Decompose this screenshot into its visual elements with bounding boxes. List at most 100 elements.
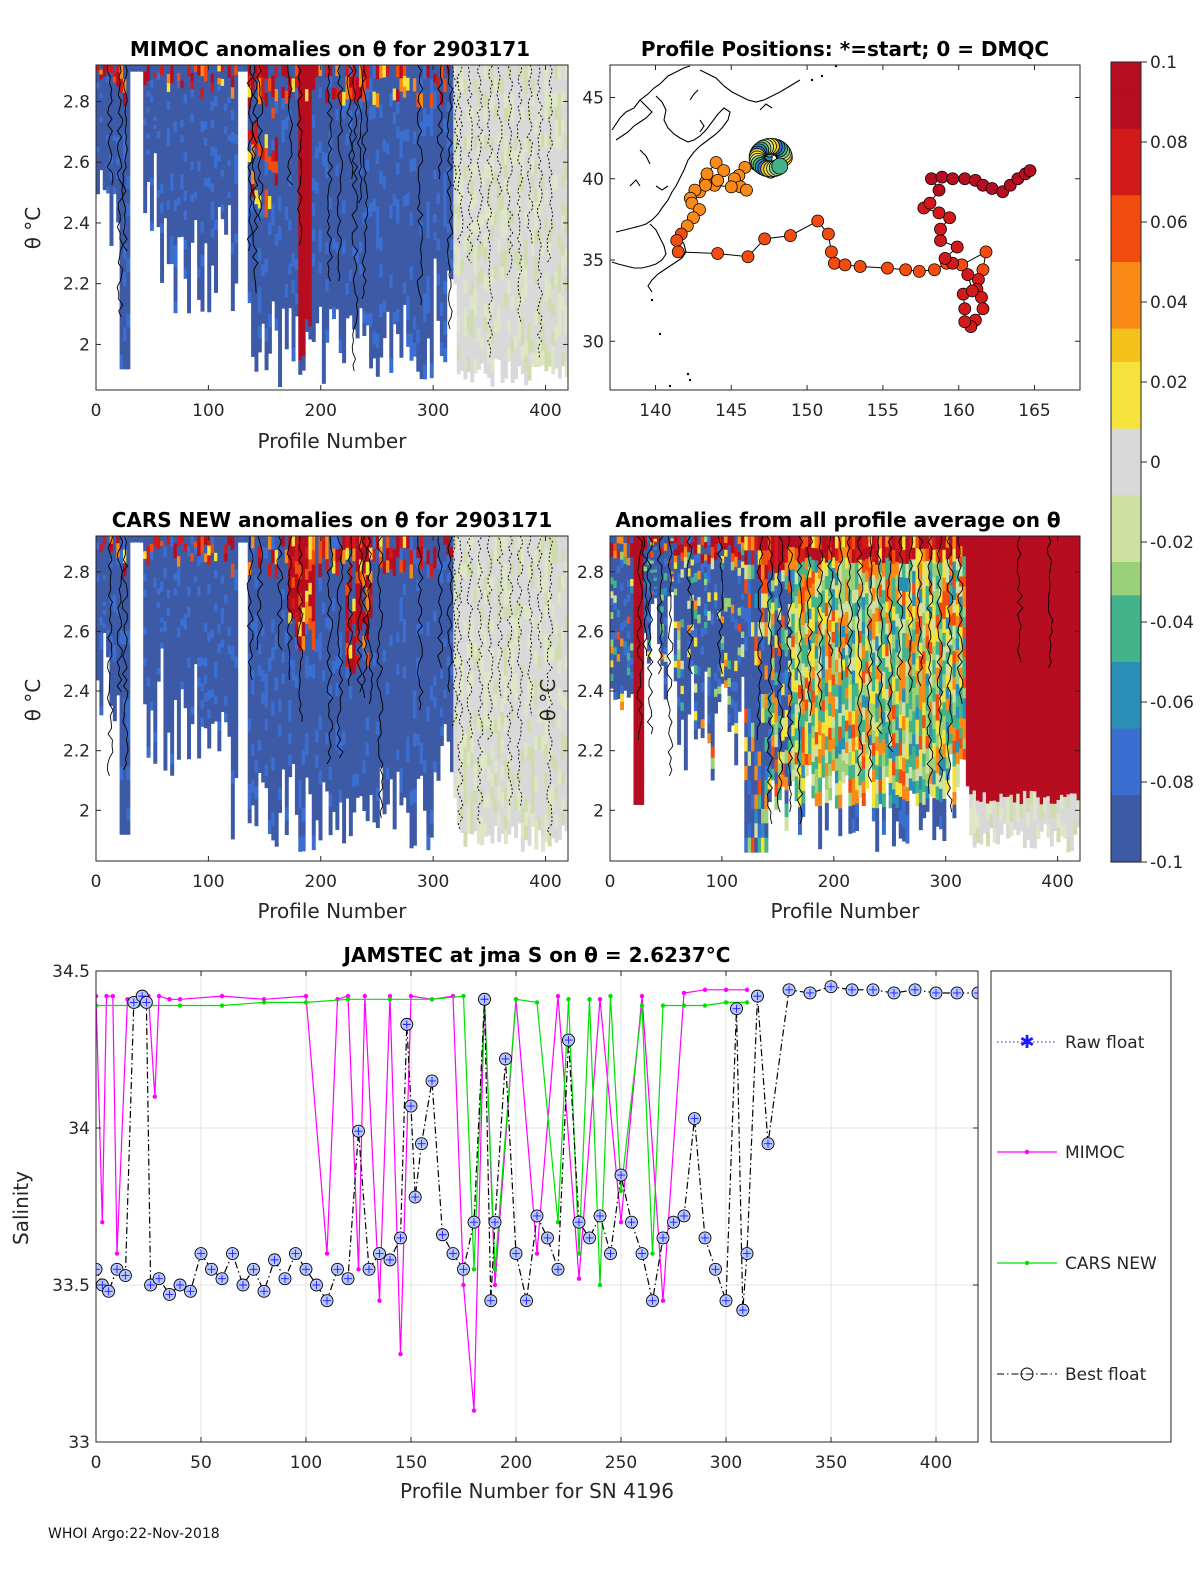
heatmap-cell: [493, 65, 498, 79]
heatmap-cell: [561, 174, 566, 189]
heatmap-cell: [156, 549, 161, 557]
heatmap-cell: [321, 536, 326, 548]
heatmap-cell: [305, 282, 309, 296]
heatmap-cell: [281, 684, 286, 696]
heatmap-cell: [517, 174, 522, 189]
heatmap-cell: [230, 98, 235, 111]
heatmap-cell: [450, 268, 454, 280]
heatmap-cell: [203, 121, 208, 131]
heatmap-cell: [156, 628, 161, 636]
heatmap-cell: [507, 199, 512, 214]
heatmap-cell: [143, 558, 148, 568]
heatmap-cell: [156, 634, 161, 643]
heatmap-cell: [294, 700, 299, 714]
heatmap-cell: [153, 732, 158, 744]
heatmap-cell: [463, 65, 468, 80]
heatmap-cell: [261, 536, 266, 548]
heatmap-cell: [332, 180, 336, 193]
heatmap-cell: [214, 116, 218, 128]
heatmap-cell: [423, 321, 427, 337]
heatmap-cell: [271, 204, 276, 216]
heatmap-cell: [507, 293, 512, 308]
heatmap-cell: [412, 303, 417, 318]
heatmap-cell: [551, 345, 556, 360]
heatmap-cell: [321, 151, 326, 167]
heatmap-cell: [369, 92, 374, 107]
heatmap-cell: [308, 629, 313, 643]
heatmap-cell: [197, 566, 202, 577]
heatmap-cell: [264, 593, 269, 606]
heatmap-cell: [507, 186, 512, 201]
heatmap-cell: [311, 621, 316, 637]
heatmap-cell: [149, 192, 154, 201]
heatmap-cell: [345, 202, 350, 215]
heatmap-cell: [122, 657, 127, 673]
heatmap-cell: [207, 574, 212, 585]
heatmap-cell: [227, 681, 232, 692]
heatmap-cell: [541, 337, 545, 352]
contour-line: [456, 65, 464, 246]
heatmap-cell: [173, 87, 178, 100]
heatmap-cell: [554, 216, 559, 231]
heatmap-cell: [321, 725, 326, 738]
heatmap-cell: [483, 93, 488, 108]
heatmap-cell: [419, 335, 424, 351]
heatmap-cell: [301, 764, 306, 780]
heatmap-cell: [466, 162, 471, 178]
heatmap-cell: [433, 82, 438, 92]
heatmap-cell: [358, 296, 363, 309]
heatmap-cell: [203, 178, 208, 187]
heatmap-cell: [503, 207, 508, 223]
x-tick-label: 150: [791, 401, 823, 421]
heatmap-cell: [487, 178, 492, 194]
heatmap-cell: [176, 182, 181, 191]
heatmap-cell: [503, 321, 508, 336]
heatmap-cell: [480, 240, 485, 256]
heatmap-cell: [200, 561, 205, 572]
heatmap-cell: [490, 225, 495, 241]
heatmap-cell: [203, 718, 208, 729]
heatmap-cell: [207, 132, 212, 145]
heatmap-cell: [443, 294, 448, 309]
heatmap-cell: [261, 636, 266, 649]
heatmap-cell: [119, 285, 124, 301]
heatmap-cell: [190, 646, 195, 656]
heatmap-cell: [332, 736, 336, 750]
heatmap-cell: [126, 698, 131, 713]
heatmap-cell: [396, 248, 401, 261]
heatmap-cell: [102, 104, 107, 111]
heatmap-cell: [214, 636, 218, 646]
heatmap-cell: [450, 123, 454, 134]
heatmap-cell: [207, 121, 212, 133]
heatmap-cell: [514, 136, 519, 152]
heatmap-cell: [200, 596, 205, 606]
heatmap-cell: [436, 215, 441, 229]
heatmap-cell: [345, 774, 350, 787]
heatmap-cell: [176, 104, 181, 113]
heatmap-cell: [369, 202, 374, 218]
heatmap-cell: [311, 778, 316, 794]
positions-axes-box: [609, 64, 1081, 391]
heatmap-cell: [372, 291, 377, 306]
heatmap-cell: [267, 235, 272, 249]
heatmap-cell: [460, 120, 465, 136]
heatmap-cell: [433, 231, 438, 242]
heatmap-cell: [557, 79, 562, 95]
heatmap-cell: [176, 221, 181, 230]
heatmap-cell: [369, 78, 374, 94]
track-point: [938, 251, 952, 265]
heatmap-cell: [166, 101, 171, 111]
heatmap-cell: [453, 253, 458, 265]
heatmap-cell: [112, 117, 117, 125]
heatmap-cell: [112, 695, 117, 705]
heatmap-cell: [122, 341, 127, 356]
heatmap-cell: [170, 731, 175, 744]
heatmap-cell: [453, 273, 458, 285]
heatmap-cell: [119, 120, 124, 135]
heatmap-cell: [116, 622, 121, 631]
heatmap-cell: [298, 318, 303, 333]
heatmap-cell: [96, 620, 100, 629]
heatmap-cell: [487, 164, 492, 180]
heatmap-cell: [321, 703, 326, 716]
heatmap-cell: [220, 190, 225, 199]
